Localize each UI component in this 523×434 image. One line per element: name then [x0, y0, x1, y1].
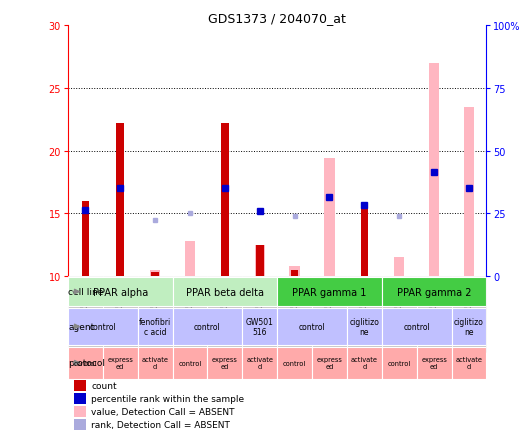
Bar: [347, 276, 382, 352]
Bar: [173, 277, 277, 306]
Text: control: control: [89, 322, 116, 331]
Text: PPAR beta delta: PPAR beta delta: [186, 287, 264, 297]
Bar: [242, 308, 277, 345]
Text: control: control: [299, 322, 325, 331]
Bar: [117, 124, 124, 276]
Text: activate
d: activate d: [351, 356, 378, 369]
Bar: [103, 347, 138, 379]
Text: GSM52172: GSM52172: [220, 279, 230, 324]
Bar: [103, 276, 138, 352]
Text: fenofibri
c acid: fenofibri c acid: [139, 317, 171, 336]
Bar: [417, 347, 451, 379]
Bar: [324, 159, 335, 276]
Bar: [208, 276, 242, 352]
Text: express
ed: express ed: [316, 356, 343, 369]
Title: GDS1373 / 204070_at: GDS1373 / 204070_at: [208, 12, 346, 25]
Bar: [277, 277, 382, 306]
Bar: [185, 241, 195, 276]
Text: GSM52175: GSM52175: [290, 279, 299, 324]
Bar: [451, 347, 486, 379]
Bar: [138, 308, 173, 345]
Text: GSM52179: GSM52179: [429, 279, 439, 324]
Bar: [68, 347, 103, 379]
Bar: [277, 347, 312, 379]
Bar: [242, 347, 277, 379]
Text: GSM52178: GSM52178: [395, 279, 404, 325]
Bar: [382, 347, 417, 379]
Text: rank, Detection Call = ABSENT: rank, Detection Call = ABSENT: [91, 420, 230, 429]
Bar: [74, 380, 86, 391]
Bar: [382, 276, 417, 352]
Text: protocol: protocol: [69, 358, 105, 367]
Text: PPAR gamma 2: PPAR gamma 2: [397, 287, 471, 297]
Bar: [173, 347, 208, 379]
Bar: [394, 258, 404, 276]
Bar: [312, 347, 347, 379]
Bar: [74, 419, 86, 430]
Bar: [138, 347, 173, 379]
Bar: [242, 276, 277, 352]
Text: control: control: [178, 360, 202, 366]
Bar: [291, 270, 299, 276]
Bar: [277, 308, 347, 345]
Text: express
ed: express ed: [107, 356, 133, 369]
Bar: [150, 270, 161, 276]
Text: PPAR gamma 1: PPAR gamma 1: [292, 287, 367, 297]
Bar: [347, 347, 382, 379]
Text: control: control: [74, 360, 97, 366]
Text: PPAR alpha: PPAR alpha: [93, 287, 148, 297]
Bar: [82, 201, 89, 276]
Bar: [382, 308, 451, 345]
Text: GSM52174: GSM52174: [360, 279, 369, 324]
Bar: [68, 277, 173, 306]
Bar: [74, 406, 86, 417]
Text: activate
d: activate d: [456, 356, 482, 369]
Bar: [277, 276, 312, 352]
Text: value, Detection Call = ABSENT: value, Detection Call = ABSENT: [91, 407, 234, 416]
Bar: [151, 273, 159, 276]
Text: control: control: [283, 360, 306, 366]
Bar: [382, 277, 486, 306]
Text: GSM52176: GSM52176: [325, 279, 334, 325]
Text: GSM52169: GSM52169: [116, 279, 125, 324]
Bar: [464, 108, 474, 276]
Bar: [360, 205, 368, 276]
Bar: [312, 276, 347, 352]
Bar: [256, 245, 264, 276]
Bar: [68, 276, 103, 352]
Bar: [138, 276, 173, 352]
Text: cell line: cell line: [69, 287, 104, 296]
Bar: [417, 276, 451, 352]
Text: ciglitizo
ne: ciglitizo ne: [349, 317, 379, 336]
Bar: [173, 308, 242, 345]
Bar: [208, 347, 242, 379]
Bar: [255, 245, 265, 276]
Bar: [451, 308, 486, 345]
Text: agent: agent: [69, 322, 95, 331]
Text: GW501
516: GW501 516: [246, 317, 274, 336]
Text: count: count: [91, 381, 117, 390]
Text: activate
d: activate d: [142, 356, 168, 369]
Text: GSM52170: GSM52170: [151, 279, 160, 324]
Text: GSM52168: GSM52168: [81, 279, 90, 325]
Text: GSM52177: GSM52177: [464, 279, 473, 325]
Text: express
ed: express ed: [421, 356, 447, 369]
Text: express
ed: express ed: [212, 356, 238, 369]
Text: percentile rank within the sample: percentile rank within the sample: [91, 394, 244, 403]
Text: activate
d: activate d: [246, 356, 273, 369]
Text: control: control: [194, 322, 221, 331]
Text: GSM52171: GSM52171: [186, 279, 195, 324]
Bar: [347, 308, 382, 345]
Text: control: control: [403, 322, 430, 331]
Bar: [68, 308, 138, 345]
Bar: [173, 276, 208, 352]
Bar: [74, 393, 86, 404]
Text: ciglitizo
ne: ciglitizo ne: [454, 317, 484, 336]
Bar: [429, 64, 439, 276]
Bar: [289, 266, 300, 276]
Bar: [451, 276, 486, 352]
Text: GSM52173: GSM52173: [255, 279, 264, 325]
Text: control: control: [388, 360, 411, 366]
Bar: [221, 124, 229, 276]
